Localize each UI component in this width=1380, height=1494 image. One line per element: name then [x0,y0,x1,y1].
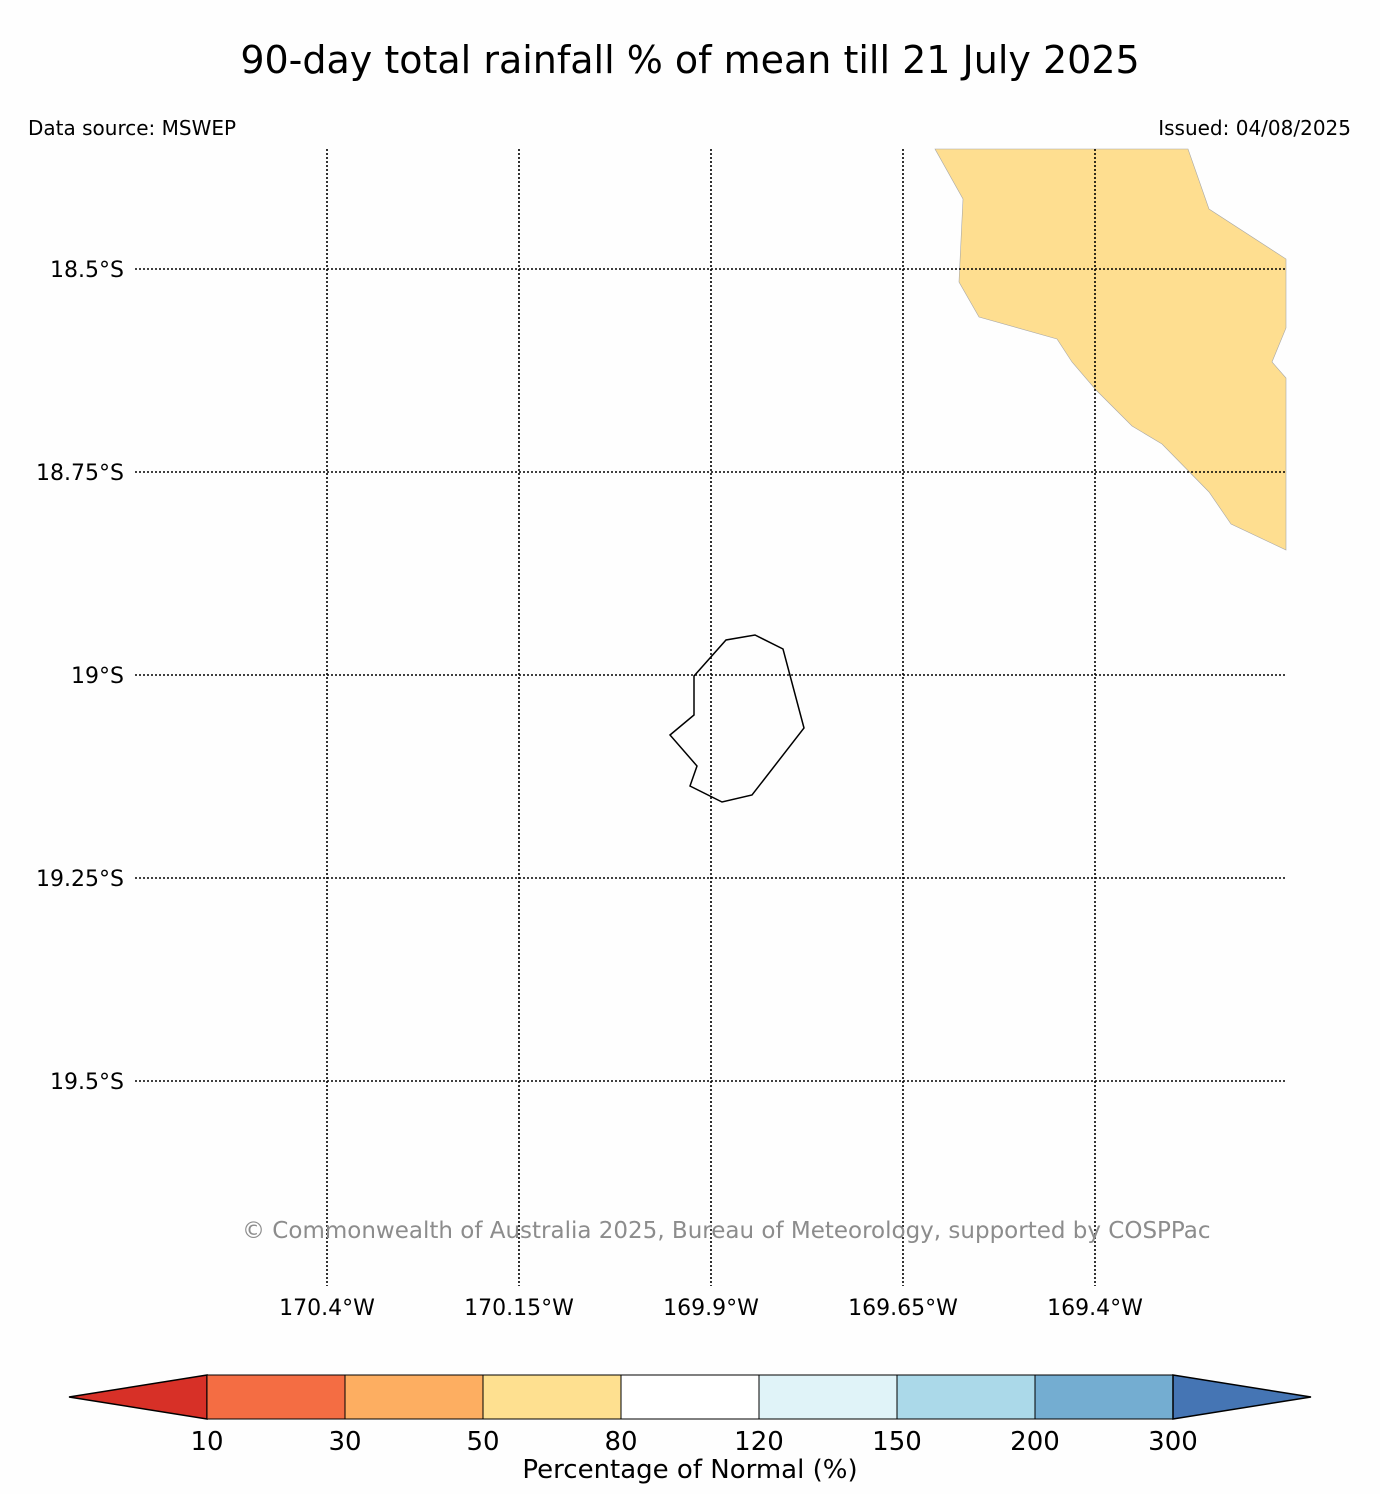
island-outline [668,634,805,803]
colorbar-tick-label: 30 [328,1427,361,1457]
lat-label: 18.5°S [50,258,124,283]
rainfall-anomaly-region [934,148,1287,551]
lat-label: 19.5°S [50,1070,124,1095]
lon-label: 170.15°W [464,1296,574,1321]
map-title: 90-day total rainfall % of mean till 21 … [240,38,1140,82]
colorbar-tick-label: 10 [190,1427,223,1457]
colorbar-segment [896,1374,1036,1420]
colorbar-extend-low [68,1374,208,1420]
colorbar-tick-label: 200 [1010,1427,1060,1457]
colorbar-tick-label: 150 [872,1427,922,1457]
gridlines [135,149,1286,1286]
colorbar-tick-label: 120 [734,1427,784,1457]
lon-label: 169.65°W [848,1296,958,1321]
colorbar-segment [206,1374,346,1420]
colorbar-segment [482,1374,622,1420]
colorbar-extend-high [1172,1374,1312,1420]
lat-label: 18.75°S [36,461,124,486]
lon-label: 169.4°W [1047,1296,1143,1321]
colorbar-segment [620,1374,760,1420]
issued-date-label: Issued: 04/08/2025 [1158,116,1351,140]
lat-label: 19°S [71,664,124,689]
colorbar-tick-label: 50 [466,1427,499,1457]
lon-label: 169.9°W [663,1296,759,1321]
colorbar-segment [758,1374,898,1420]
colorbar-title: Percentage of Normal (%) [522,1455,858,1485]
colorbar-tick-label: 300 [1148,1427,1198,1457]
colorbar-segment [1034,1374,1174,1420]
lon-label: 170.4°W [279,1296,375,1321]
lat-label: 19.25°S [36,867,124,892]
colorbar: 10 30 50 80 120 150 200 300 [68,1374,1312,1457]
colorbar-segment [344,1374,484,1420]
colorbar-tick-label: 80 [604,1427,637,1457]
data-source-label: Data source: MSWEP [28,116,237,140]
copyright-notice: © Commonwealth of Australia 2025, Bureau… [242,1218,1211,1244]
